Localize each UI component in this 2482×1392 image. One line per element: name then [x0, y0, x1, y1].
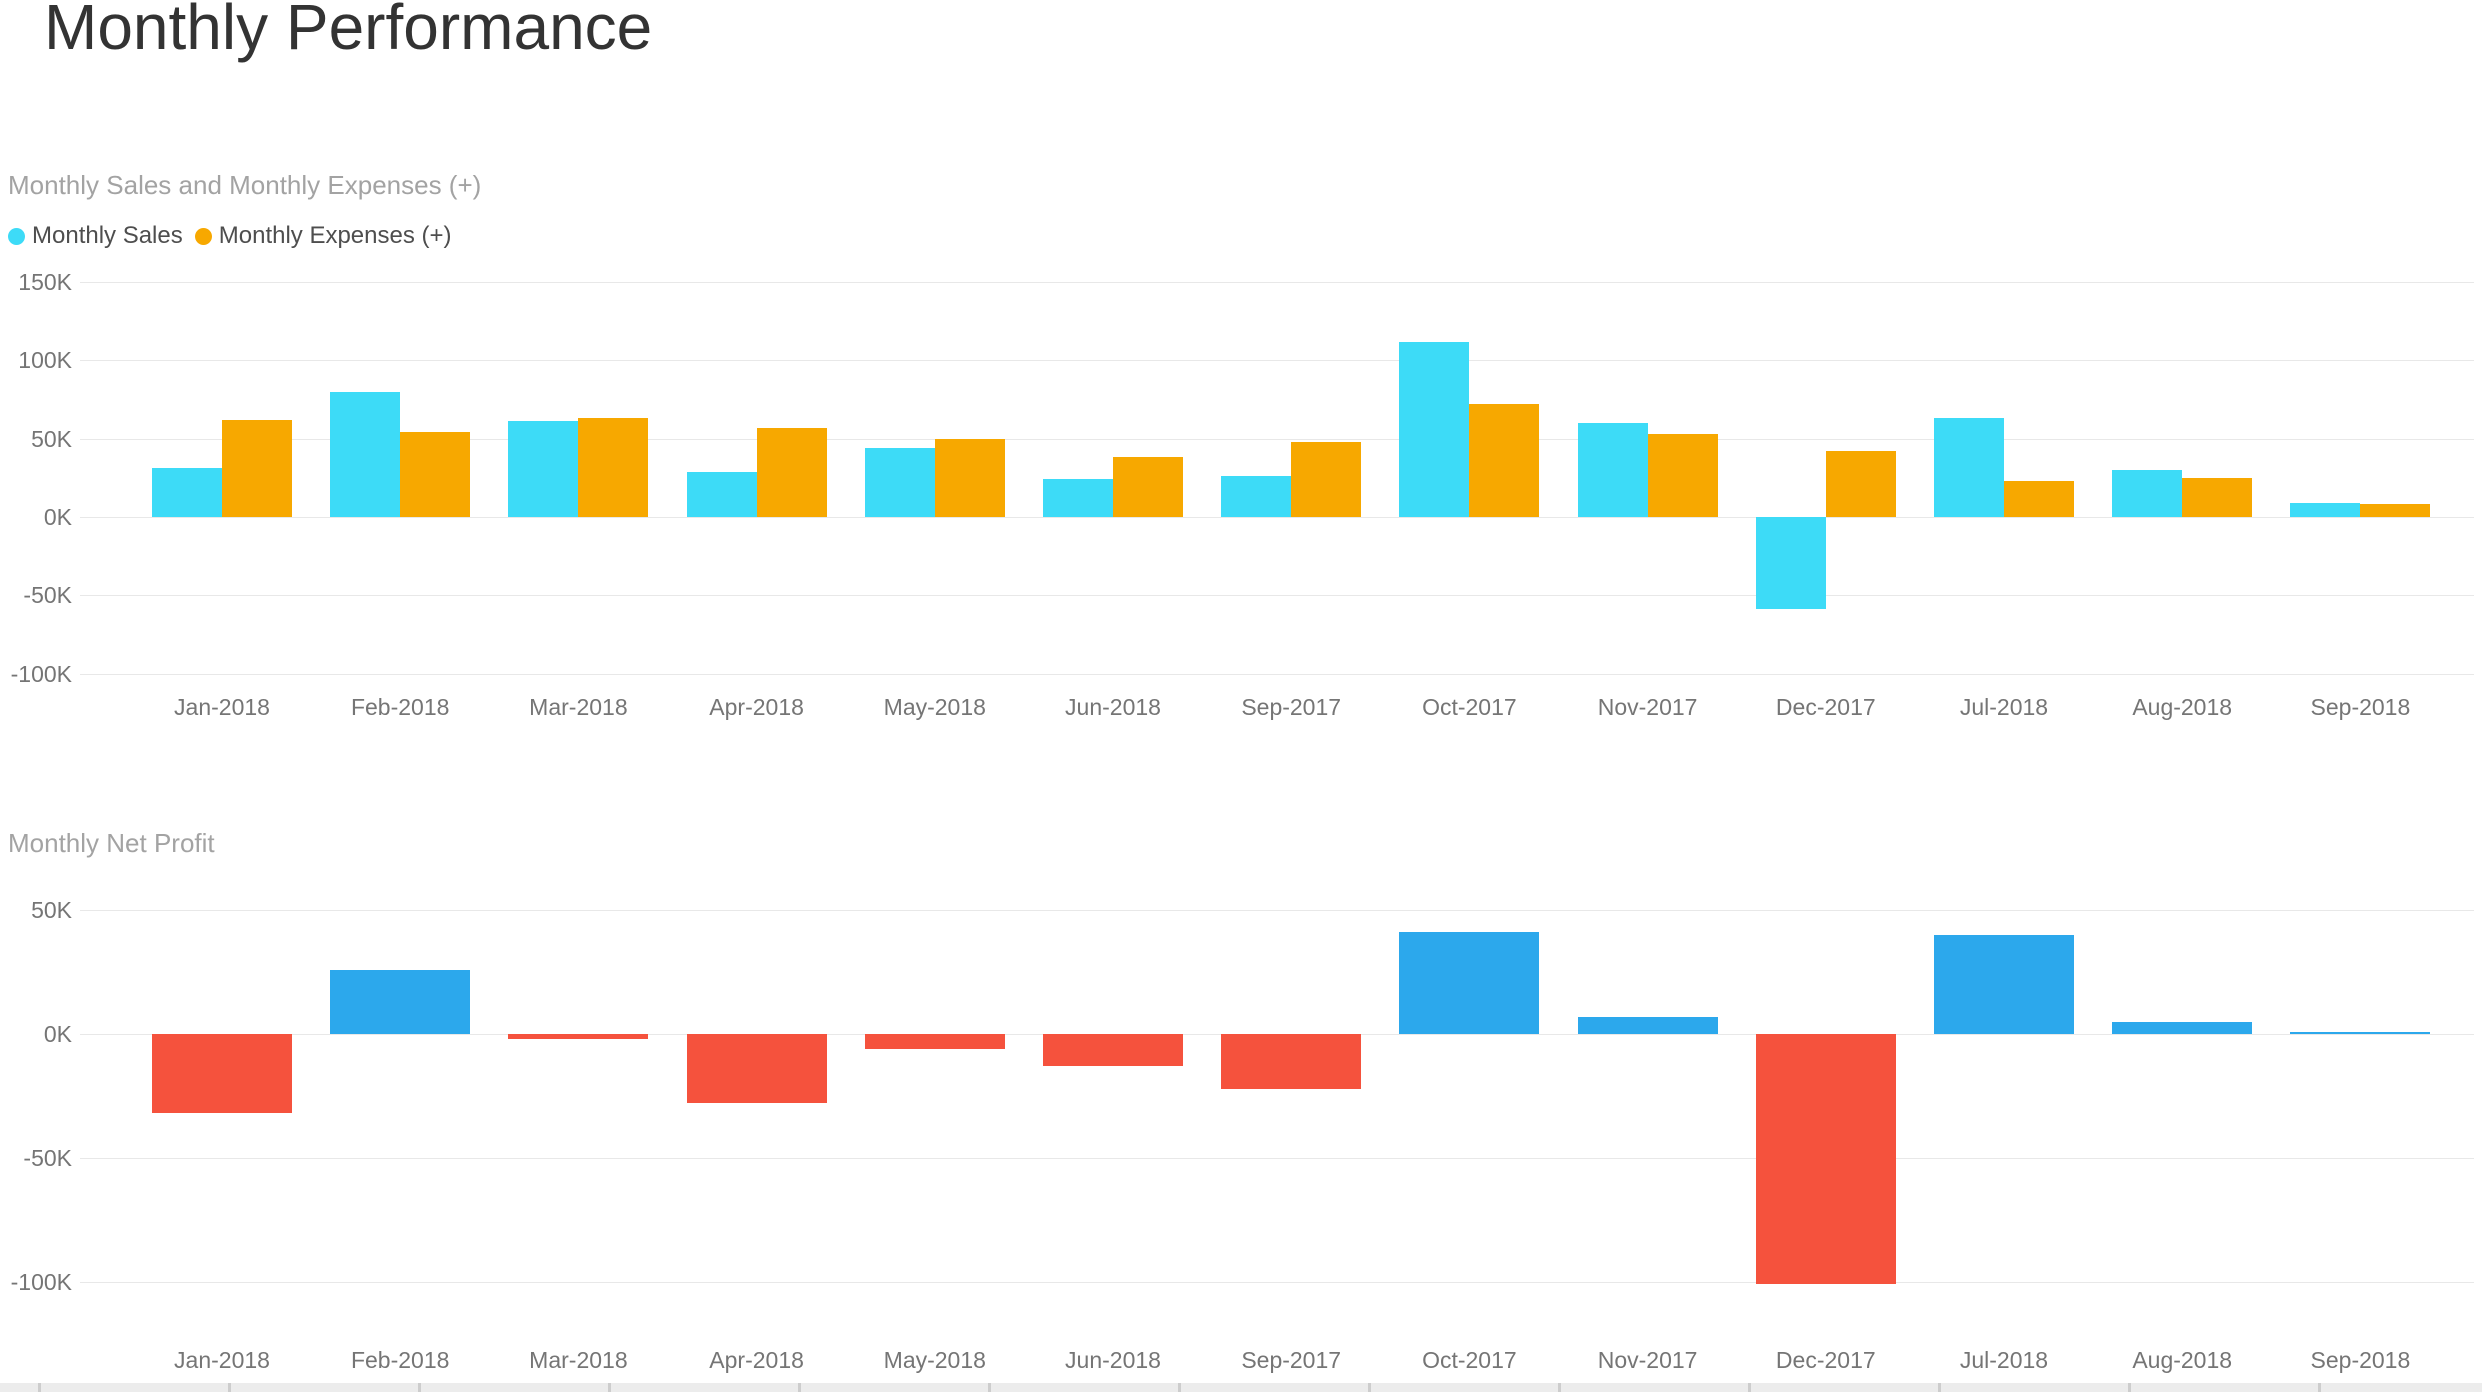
bar-monthly-sales-feb-2018[interactable] — [330, 391, 401, 517]
bar-monthly-sales-jul-2018[interactable] — [1934, 418, 2004, 517]
legend-dot-icon — [8, 227, 25, 245]
y-axis-tick-label: 0K — [43, 504, 72, 530]
bar-monthly-net-profit-apr-2018[interactable] — [686, 1034, 827, 1104]
sales-expenses-legend: Monthly Sales Monthly Expenses (+) — [8, 222, 452, 250]
x-axis-label: May-2018 — [883, 1347, 986, 1373]
cropped-visual-strip — [0, 1383, 2482, 1392]
bar-monthly-sales-jun-2018[interactable] — [1043, 479, 1113, 517]
y-axis-tick-label: -100K — [10, 1269, 72, 1295]
x-axis-label: Jun-2018 — [1065, 694, 1161, 720]
gridline — [80, 1282, 2474, 1283]
legend-dot-icon — [194, 227, 212, 245]
bar-monthly-expenses-apr-2018[interactable] — [756, 427, 827, 517]
x-axis-label: Nov-2017 — [1597, 694, 1698, 720]
bar-monthly-net-profit-jun-2018[interactable] — [1043, 1034, 1183, 1067]
bar-monthly-net-profit-sep-2017[interactable] — [1221, 1034, 1362, 1089]
bar-monthly-expenses-sep-2018[interactable] — [2360, 504, 2431, 517]
bar-monthly-expenses-dec-2017[interactable] — [1825, 451, 1896, 517]
bar-monthly-sales-mar-2018[interactable] — [508, 421, 579, 517]
x-axis-label: Feb-2018 — [350, 1347, 450, 1373]
bar-monthly-sales-aug-2018[interactable] — [2112, 470, 2183, 517]
x-axis-label: Dec-2017 — [1775, 1347, 1876, 1373]
bar-monthly-net-profit-may-2018[interactable] — [864, 1034, 1005, 1049]
gridline — [80, 282, 2474, 284]
bar-monthly-expenses-jun-2018[interactable] — [1113, 457, 1183, 517]
bar-monthly-net-profit-mar-2018[interactable] — [508, 1034, 649, 1039]
x-axis-label: Apr-2018 — [709, 694, 804, 720]
x-axis-label: Aug-2018 — [2132, 694, 2233, 720]
y-axis-tick-label: 100K — [18, 347, 72, 374]
x-axis-label: Oct-2017 — [1422, 1347, 1517, 1373]
x-axis-label: Jan-2018 — [174, 694, 270, 720]
x-axis-label: Sep-2017 — [1241, 694, 1342, 720]
bar-monthly-sales-oct-2017[interactable] — [1399, 341, 1470, 517]
x-axis-label: Jul-2018 — [1959, 694, 2049, 720]
bar-monthly-net-profit-dec-2017[interactable] — [1755, 1034, 1896, 1285]
x-axis-label: Sep-2018 — [2310, 1347, 2411, 1373]
sales-expenses-chart-title: Monthly Sales and Monthly Expenses (+) — [8, 170, 482, 200]
legend-item-monthly-sales[interactable]: Monthly Sales — [8, 222, 183, 250]
gridline — [80, 673, 2474, 675]
bar-monthly-sales-sep-2018[interactable] — [2290, 502, 2361, 517]
bar-monthly-net-profit-aug-2018[interactable] — [2112, 1021, 2253, 1034]
gridline — [80, 517, 2474, 518]
x-axis-label: May-2018 — [883, 694, 986, 720]
x-axis-label: Dec-2017 — [1775, 694, 1876, 720]
x-axis-label: Aug-2018 — [2132, 1347, 2233, 1373]
x-axis-label: Apr-2018 — [709, 1347, 804, 1373]
bar-monthly-sales-apr-2018[interactable] — [686, 471, 757, 517]
y-axis-tick-label: -50K — [23, 582, 72, 609]
bar-monthly-expenses-jan-2018[interactable] — [222, 419, 292, 517]
bar-monthly-net-profit-jul-2018[interactable] — [1934, 934, 2074, 1034]
bar-monthly-sales-sep-2017[interactable] — [1221, 476, 1292, 517]
x-axis-label: Mar-2018 — [529, 1347, 628, 1373]
bar-monthly-net-profit-sep-2018[interactable] — [2290, 1031, 2431, 1034]
x-axis-label: Nov-2017 — [1597, 1347, 1698, 1373]
gridline — [80, 595, 2474, 597]
gridline — [80, 910, 2474, 911]
y-axis-tick-label: 0K — [43, 1021, 72, 1047]
gridline — [80, 1158, 2474, 1159]
legend-label: Monthly Expenses (+) — [218, 222, 452, 249]
bar-monthly-net-profit-jan-2018[interactable] — [152, 1034, 292, 1114]
bar-monthly-expenses-sep-2017[interactable] — [1291, 441, 1362, 517]
x-axis-label: Sep-2018 — [2310, 694, 2411, 720]
y-axis-tick-label: 50K — [31, 425, 72, 452]
gridline — [80, 360, 2474, 362]
bar-monthly-expenses-feb-2018[interactable] — [400, 432, 471, 517]
bar-monthly-expenses-aug-2018[interactable] — [2182, 477, 2253, 517]
bar-monthly-expenses-oct-2017[interactable] — [1469, 404, 1540, 517]
x-axis-label: Jul-2018 — [1959, 1347, 2049, 1373]
page-title: Monthly Performance — [44, 0, 653, 63]
bar-monthly-expenses-nov-2017[interactable] — [1647, 434, 1718, 517]
bar-monthly-net-profit-oct-2017[interactable] — [1399, 932, 1540, 1034]
bar-monthly-expenses-may-2018[interactable] — [934, 438, 1005, 517]
bar-monthly-net-profit-feb-2018[interactable] — [330, 969, 471, 1034]
x-axis-label: Oct-2017 — [1422, 694, 1517, 720]
x-axis-label: Jan-2018 — [174, 1347, 270, 1373]
x-axis-label: Sep-2017 — [1241, 1347, 1342, 1373]
bar-monthly-expenses-jul-2018[interactable] — [2004, 480, 2074, 517]
bar-monthly-expenses-mar-2018[interactable] — [578, 418, 649, 517]
bar-monthly-net-profit-nov-2017[interactable] — [1577, 1016, 1718, 1034]
bar-monthly-sales-dec-2017[interactable] — [1755, 517, 1826, 610]
x-axis-label: Mar-2018 — [529, 694, 628, 720]
bar-monthly-sales-nov-2017[interactable] — [1577, 423, 1648, 517]
net-profit-chart-title: Monthly Net Profit — [8, 828, 215, 858]
y-axis-tick-label: 150K — [18, 269, 72, 296]
x-axis-label: Feb-2018 — [350, 694, 450, 720]
bar-monthly-sales-may-2018[interactable] — [864, 448, 935, 517]
legend-label: Monthly Sales — [32, 222, 183, 249]
bar-monthly-sales-jan-2018[interactable] — [152, 468, 222, 517]
legend-item-monthly-expenses[interactable]: Monthly Expenses (+) — [194, 222, 452, 250]
y-axis-tick-label: 50K — [31, 897, 72, 923]
y-axis-tick-label: -100K — [10, 660, 72, 687]
x-axis-label: Jun-2018 — [1065, 1347, 1161, 1373]
y-axis-tick-label: -50K — [23, 1145, 72, 1171]
